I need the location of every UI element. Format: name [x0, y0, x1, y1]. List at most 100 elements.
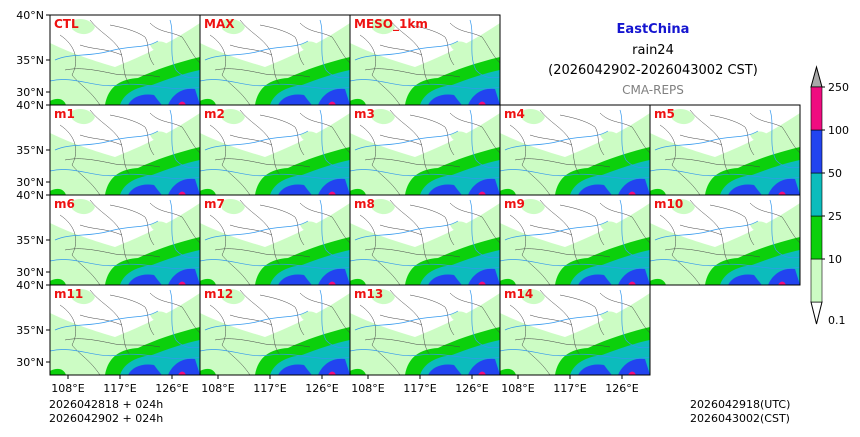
- precip-band: [168, 178, 200, 195]
- map-panel-m1: m1: [49, 104, 201, 196]
- precip-band: [350, 368, 366, 375]
- precip-band: [222, 109, 245, 125]
- precip-band: [618, 358, 650, 375]
- river-line: [50, 169, 200, 180]
- lon-tick-label: 117°E: [103, 382, 136, 395]
- precip-band: [578, 364, 612, 375]
- panel-frame: [649, 194, 801, 286]
- colorbar-tick-label: 250: [828, 81, 849, 94]
- precip-band: [178, 101, 186, 105]
- lat-tick-label: 40°N: [16, 279, 44, 292]
- province-border: [59, 34, 101, 105]
- panel-label: m5: [654, 107, 675, 121]
- precip-band: [768, 268, 800, 285]
- colorbar-segment: [810, 86, 823, 131]
- river-line: [504, 220, 609, 241]
- map-panel-CTL: CTL: [49, 14, 201, 106]
- river-line: [350, 79, 500, 90]
- precip-band: [372, 199, 395, 215]
- province-border: [449, 22, 500, 64]
- province-border: [409, 294, 455, 336]
- panel-label: m6: [54, 197, 75, 211]
- province-border: [389, 19, 431, 86]
- panel-label: CTL: [54, 17, 79, 31]
- lat-tick-label: 35°N: [16, 324, 44, 337]
- river-line: [769, 199, 800, 259]
- province-border: [259, 294, 305, 336]
- lon-tick-label: 126°E: [305, 382, 338, 395]
- province-border: [379, 224, 423, 236]
- river-line: [504, 310, 609, 331]
- precip-band: [50, 368, 66, 375]
- province-border: [364, 248, 461, 258]
- panel-label: m4: [504, 107, 525, 121]
- colorbar-segment: [810, 129, 823, 174]
- precip-band: [618, 178, 650, 195]
- lat-tick-label: 35°N: [16, 54, 44, 67]
- province-border: [559, 114, 605, 156]
- province-border: [409, 24, 455, 66]
- precip-band: [222, 19, 245, 35]
- precip-band: [168, 358, 200, 375]
- panel-label: m7: [204, 197, 225, 211]
- river-line: [500, 259, 650, 270]
- province-border: [559, 294, 605, 336]
- province-border: [409, 114, 455, 156]
- precip-band: [328, 371, 336, 375]
- province-border: [149, 22, 200, 64]
- panel-label: m10: [654, 197, 683, 211]
- precip-band: [778, 281, 786, 285]
- province-border: [559, 204, 605, 246]
- map-panel-m2: m2: [199, 104, 351, 196]
- colorbar-tick-label: 100: [828, 124, 849, 137]
- province-border: [229, 44, 273, 56]
- precip-band: [628, 281, 636, 285]
- precip-band: [628, 191, 636, 195]
- province-border: [539, 199, 581, 266]
- precip-band: [500, 278, 516, 285]
- river-line: [654, 130, 759, 151]
- province-border: [59, 124, 101, 195]
- map-panel-m9: m9: [499, 194, 651, 286]
- lat-tick-label: 30°N: [16, 176, 44, 189]
- province-border: [259, 24, 305, 66]
- lon-tick-label: 126°E: [605, 382, 638, 395]
- river-line: [200, 259, 350, 270]
- lat-tick-label: 40°N: [16, 99, 44, 112]
- province-border: [379, 134, 423, 146]
- colorbar-segment: [810, 258, 823, 303]
- river-line: [469, 289, 500, 349]
- precip-band: [72, 289, 95, 305]
- river-line: [354, 220, 459, 241]
- province-border: [599, 292, 650, 334]
- river-line: [500, 349, 650, 360]
- precip-band: [522, 289, 545, 305]
- colorbar-tick-label: 50: [828, 167, 842, 180]
- province-border: [364, 158, 461, 168]
- precip-band: [372, 19, 395, 35]
- province-border: [359, 124, 401, 195]
- precip-band: [468, 88, 500, 105]
- province-border: [709, 204, 755, 246]
- province-border: [449, 112, 500, 154]
- init-time-cst: 2026042902 + 024h: [49, 412, 164, 425]
- river-line: [619, 289, 650, 349]
- province-border: [529, 224, 573, 236]
- panel-label: m2: [204, 107, 225, 121]
- province-border: [509, 214, 551, 285]
- province-border: [389, 199, 431, 266]
- river-line: [204, 130, 309, 151]
- precip-band: [150, 41, 170, 53]
- province-border: [79, 134, 123, 146]
- precip-band: [128, 184, 162, 195]
- precip-band: [200, 188, 216, 195]
- river-line: [204, 220, 309, 241]
- precip-band: [578, 274, 612, 285]
- precip-band: [478, 281, 486, 285]
- period-title: (2026042902-2026043002 CST): [548, 63, 758, 78]
- river-line: [54, 220, 159, 241]
- variable-title: rain24: [632, 43, 674, 58]
- map-panel-MESO_1km: MESO_1km: [349, 14, 501, 106]
- precip-band: [478, 101, 486, 105]
- river-line: [200, 169, 350, 180]
